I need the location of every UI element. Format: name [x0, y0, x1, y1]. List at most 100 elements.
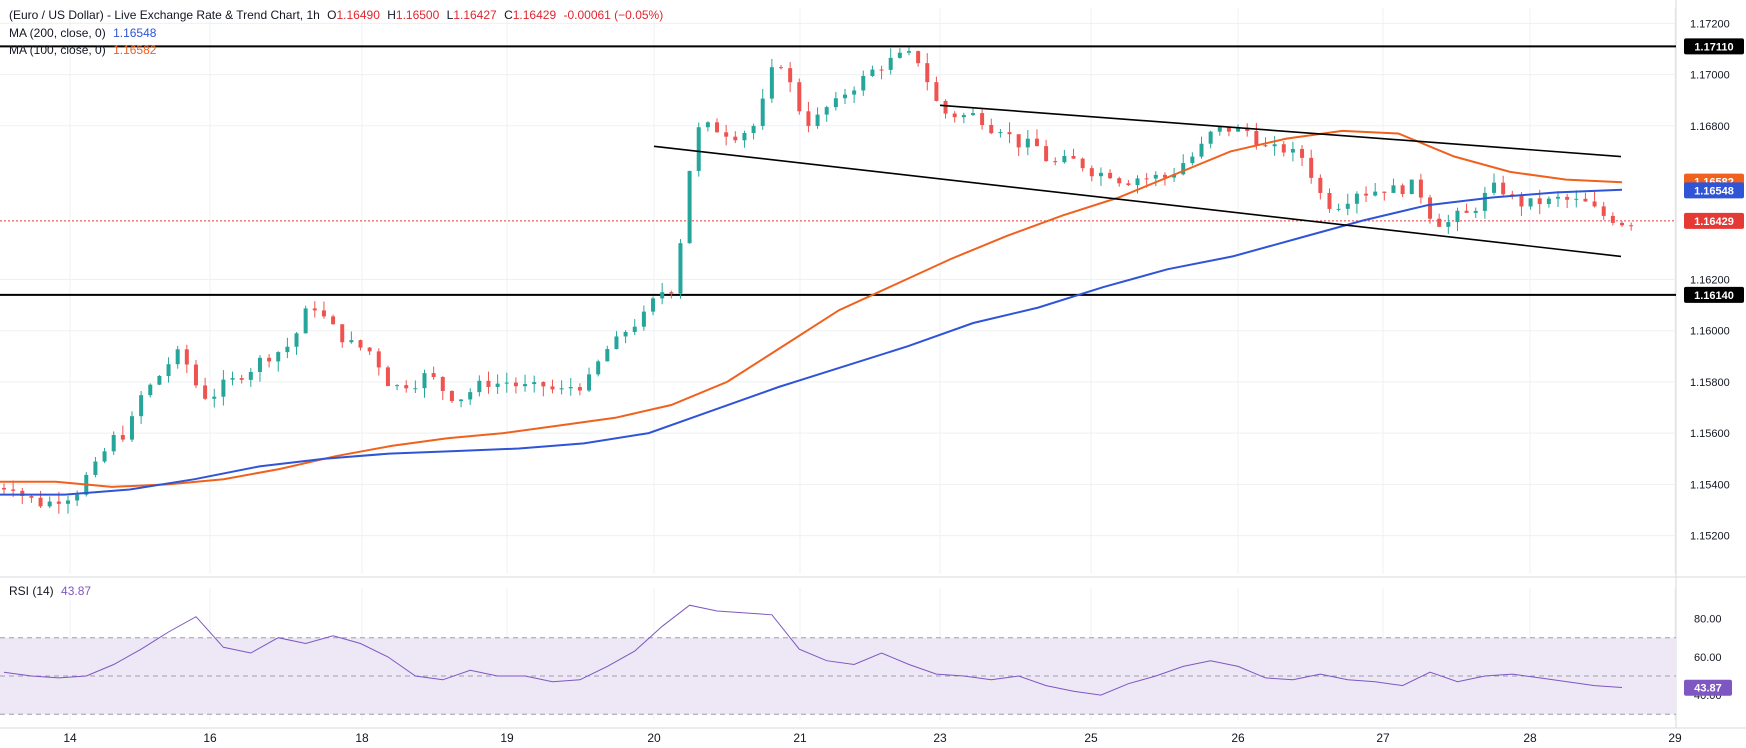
- trendline: [939, 104, 1622, 158]
- candle-body: [193, 364, 198, 386]
- candle-body: [651, 298, 656, 312]
- candle-body: [203, 385, 208, 399]
- candle-body: [376, 351, 381, 368]
- candle-body: [998, 132, 1003, 134]
- candle-body: [431, 373, 436, 377]
- candle-body: [1236, 127, 1241, 132]
- candle-body: [1272, 144, 1277, 147]
- candle-body: [312, 308, 317, 311]
- candle-body: [257, 357, 262, 372]
- candle-body: [1208, 131, 1213, 144]
- candle-body: [587, 374, 592, 391]
- candles: [2, 47, 1634, 514]
- candle-body: [943, 100, 948, 114]
- candle-body: [1501, 182, 1506, 195]
- candle-body: [212, 396, 217, 399]
- time-axis: 14 16 18 19 20 21 23 25 26 27 28 29: [63, 731, 1682, 745]
- candle-body: [1290, 148, 1295, 153]
- legend-ma200[interactable]: MA (200, close, 0) 1.16548: [9, 26, 156, 40]
- candle-body: [1117, 178, 1122, 184]
- candle-body: [102, 451, 107, 462]
- candle-body: [632, 326, 637, 332]
- candle-body: [1492, 182, 1497, 193]
- candle-body: [833, 98, 838, 108]
- candle-body: [669, 292, 674, 294]
- candle-body: [1382, 191, 1387, 193]
- level-price-tag: 1.16140: [1694, 290, 1734, 302]
- ohlc-open: O1.16490: [327, 8, 380, 22]
- candle-body: [239, 378, 244, 380]
- candle-body: [577, 387, 582, 391]
- rsi-value: 43.87: [61, 584, 92, 598]
- candle-body: [1190, 156, 1195, 164]
- candle-body: [1373, 191, 1378, 196]
- price-tick-label: 1.16200: [1690, 274, 1730, 286]
- price-axis: 1.15200 1.15400 1.15600 1.15800 1.16000 1.162…: [1690, 18, 1730, 702]
- candle-body: [961, 115, 966, 118]
- candle-body: [1144, 178, 1149, 180]
- candle-body: [321, 310, 326, 317]
- candle-body: [75, 494, 80, 501]
- candle-body: [1327, 192, 1332, 209]
- candle-body: [687, 170, 692, 244]
- price-tick-label: 1.17000: [1690, 70, 1730, 82]
- candle-body: [980, 113, 985, 126]
- candle-body: [1281, 144, 1286, 153]
- candle-body: [970, 113, 975, 116]
- time-tick-label: 20: [647, 731, 661, 745]
- candle-body: [1354, 193, 1359, 204]
- time-tick-label: 26: [1231, 731, 1245, 745]
- candle-body: [1556, 196, 1561, 199]
- candle-body: [395, 385, 400, 387]
- legend-ma100[interactable]: MA (100, close, 0) 1.16582: [9, 43, 156, 57]
- horizontal-levels[interactable]: [0, 45, 1676, 296]
- candle-body: [184, 349, 189, 365]
- candle-body: [129, 416, 134, 440]
- candle-body: [468, 392, 473, 400]
- candle-body: [989, 125, 994, 134]
- candle-body: [879, 69, 884, 71]
- time-tick-label: 23: [933, 731, 947, 745]
- candle-body: [504, 382, 509, 384]
- rsi-value-tag: 43.87: [1694, 683, 1722, 695]
- ma200-label: MA (200, close, 0): [9, 26, 106, 40]
- candle-body: [870, 69, 875, 76]
- candle-body: [1565, 196, 1570, 200]
- candle-body: [1226, 126, 1231, 132]
- candle-body: [1583, 198, 1588, 202]
- candle-body: [1345, 203, 1350, 209]
- legend-rsi[interactable]: RSI (14) 43.87: [9, 584, 91, 598]
- candle-body: [175, 349, 180, 365]
- candle-body: [925, 63, 930, 83]
- candle-body: [596, 361, 601, 375]
- ma200-price-tag-bg: [1684, 182, 1744, 199]
- last-price-tag: 1.16429: [1694, 216, 1734, 228]
- trendline: [653, 145, 1622, 258]
- candle-body: [568, 387, 573, 389]
- candle-body: [1409, 179, 1414, 195]
- price-tick-label: 1.17200: [1690, 18, 1730, 30]
- level-price-tag: 1.17110: [1694, 41, 1733, 53]
- trendlines[interactable]: [653, 104, 1622, 258]
- ohlc-high: H1.16500: [387, 8, 440, 22]
- candle-body: [1528, 198, 1533, 207]
- candle-body: [1254, 130, 1259, 146]
- candle-body: [788, 68, 793, 83]
- candle-body: [641, 311, 646, 327]
- time-tick-label: 28: [1523, 731, 1537, 745]
- candle-body: [248, 371, 253, 380]
- price-tick-label: 1.15800: [1690, 377, 1730, 389]
- candle-body: [934, 82, 939, 101]
- candle-body: [1519, 195, 1524, 207]
- candle-body: [385, 367, 390, 387]
- candle-body: [1455, 210, 1460, 223]
- legend-title-row: (Euro / US Dollar) - Live Exchange Rate …: [9, 8, 663, 22]
- price-tick-label: 1.15600: [1690, 428, 1730, 440]
- candle-body: [678, 243, 683, 294]
- candle-body: [413, 388, 418, 390]
- candle-body: [1309, 157, 1314, 178]
- time-tick-label: 18: [355, 731, 369, 745]
- level-price-tag-bg: [1684, 38, 1744, 55]
- price-tick-label: 1.16800: [1690, 121, 1730, 133]
